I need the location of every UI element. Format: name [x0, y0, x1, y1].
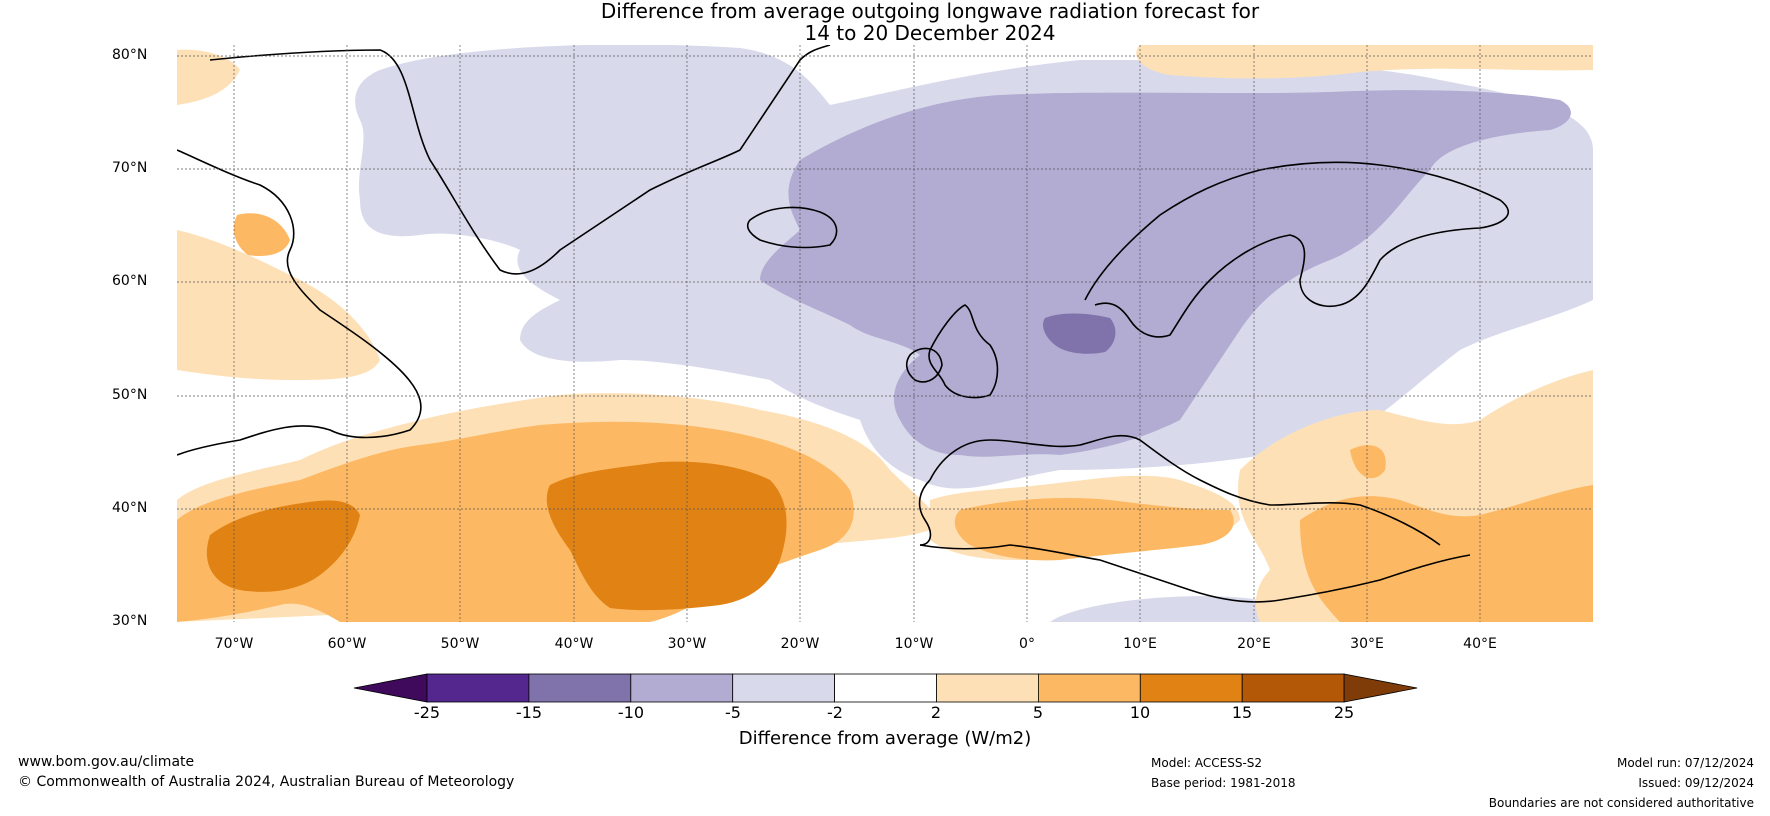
lon-label-10e: 10°E	[1123, 636, 1157, 652]
coastline-europe-south	[929, 434, 1441, 546]
coastline-labrador	[177, 149, 422, 456]
coastline-greenland	[209, 45, 831, 275]
anomaly-region-dark-orange-west	[206, 500, 360, 592]
lon-label-10w: 10°W	[894, 636, 934, 652]
colorbar-tick: -2	[827, 703, 843, 722]
anomaly-region-light-orange-nw	[177, 230, 380, 380]
coastline-africa-north	[919, 544, 1471, 603]
coastline-uk	[928, 304, 999, 399]
anomaly-region-medium-purple	[760, 90, 1571, 457]
lat-label-50n: 50°N	[112, 387, 148, 403]
colorbar-segment	[630, 673, 734, 703]
lon-label-30e: 30°E	[1350, 636, 1384, 652]
colorbar-segment	[1241, 673, 1345, 703]
base-period-text: Base period: 1981-2018	[1151, 776, 1296, 790]
colorbar-tick: 15	[1231, 703, 1253, 722]
lon-label-60w: 60°W	[327, 636, 367, 652]
colorbar-segment	[1038, 673, 1141, 703]
map-title-line1: Difference from average outgoing longwav…	[600, 0, 1260, 23]
coastline-scandinavia	[1084, 161, 1509, 338]
lat-label-30n: 30°N	[112, 613, 148, 629]
colorbar-extend-high	[1343, 673, 1418, 703]
colorbar-extend-low	[353, 673, 428, 703]
lat-label-80n: 80°N	[112, 47, 148, 63]
lat-label-70n: 70°N	[112, 160, 148, 176]
anomaly-region-light-orange-ne	[1136, 45, 1593, 79]
anomaly-region-light-purple-south-2	[1050, 596, 1294, 622]
copyright-text: © Commonwealth of Australia 2024, Austra…	[18, 774, 515, 790]
colorbar-tick: 2	[930, 703, 942, 722]
colorbar-segment	[426, 673, 530, 703]
anomaly-region-orange-nw	[233, 213, 290, 257]
lon-label-70w: 70°W	[214, 636, 254, 652]
anomaly-region-dark-purple-2	[1049, 317, 1059, 330]
coastline-iberia	[918, 479, 932, 546]
colorbar-tick: 5	[1032, 703, 1044, 722]
colorbar-label: Difference from average (W/m2)	[738, 728, 1032, 749]
model-text: Model: ACCESS-S2	[1151, 756, 1263, 770]
lat-label-40n: 40°N	[112, 500, 148, 516]
disclaimer-text: Boundaries are not considered authoritat…	[1488, 796, 1754, 810]
anomaly-region-light-orange-nw2	[177, 49, 240, 105]
map-title-line2: 14 to 20 December 2024	[804, 21, 1056, 45]
website-link[interactable]: www.bom.gov.au/climate	[18, 754, 195, 770]
colorbar-tick: -5	[725, 703, 741, 722]
lon-label-20e: 20°E	[1237, 636, 1271, 652]
model-run-text: Model run: 07/12/2024	[1616, 756, 1754, 770]
anomaly-region-orange-black-sea	[1350, 445, 1386, 479]
colorbar-tick: -25	[413, 703, 441, 722]
anomaly-region-dark-orange-mid	[546, 461, 787, 611]
lon-label-40e: 40°E	[1463, 636, 1497, 652]
lon-label-30w: 30°W	[667, 636, 707, 652]
colorbar-segment	[1139, 673, 1243, 703]
colorbar-segment	[732, 673, 836, 703]
coastline-ireland	[905, 347, 943, 383]
lat-label-60n: 60°N	[112, 273, 148, 289]
issued-text: Issued: 09/12/2024	[1638, 776, 1754, 790]
lon-label-0: 0°	[1019, 636, 1035, 652]
colorbar-segment	[528, 673, 632, 703]
coastline-iceland	[746, 206, 838, 249]
colorbar-segment	[936, 673, 1039, 703]
lon-label-50w: 50°W	[440, 636, 480, 652]
colorbar-tick: -15	[515, 703, 543, 722]
colorbar-tick: -10	[617, 703, 645, 722]
colorbar-tick: 25	[1333, 703, 1355, 722]
anomaly-region-dark-purple	[1043, 313, 1116, 354]
anomaly-region-orange-med	[954, 498, 1234, 561]
colorbar-tick: 10	[1129, 703, 1151, 722]
colorbar-segment	[834, 673, 937, 703]
anomaly-region-orange-se	[1300, 485, 1593, 622]
lon-label-40w: 40°W	[554, 636, 594, 652]
lon-label-20w: 20°W	[780, 636, 820, 652]
